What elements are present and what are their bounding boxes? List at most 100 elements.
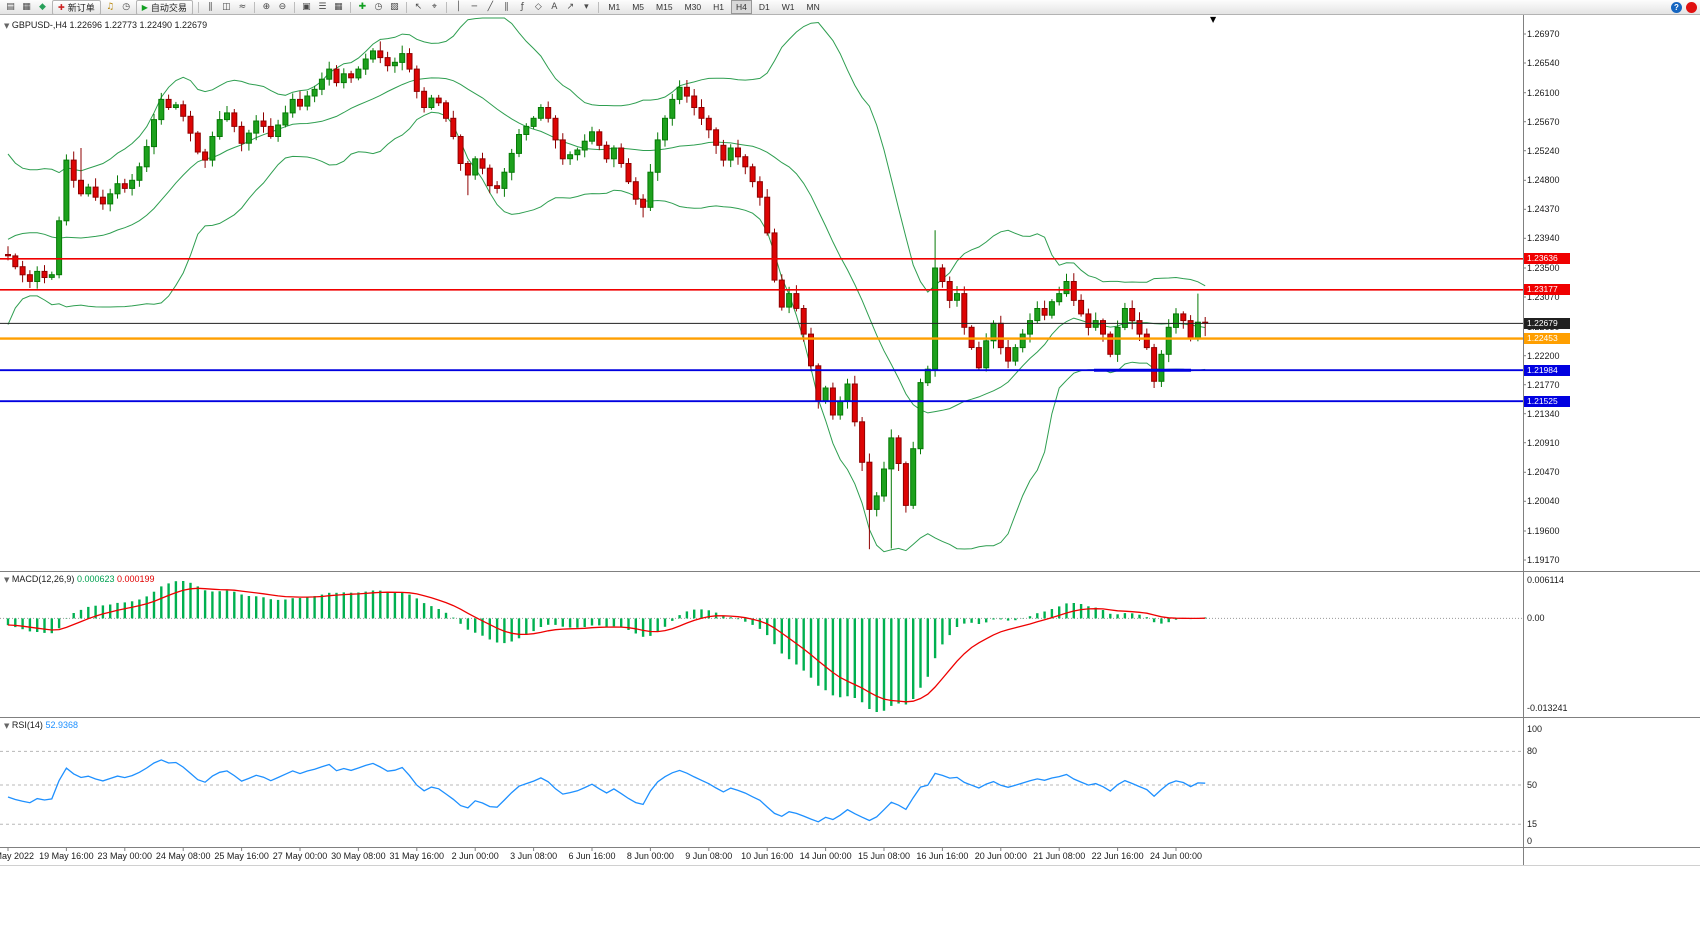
horizontal-lines — [0, 257, 1523, 403]
cursor-icon[interactable]: ↖ — [414, 1, 423, 12]
crosshair-icon[interactable]: ⌖ — [431, 1, 437, 12]
bar-chart-icon[interactable]: ∥ — [208, 1, 213, 12]
symbol-period-label: GBPUSD-,H4 — [11, 20, 67, 30]
window-bottom-border — [0, 865, 1700, 866]
templates-icon[interactable]: ▨ — [390, 1, 399, 12]
sound-icon[interactable]: ♫ — [106, 1, 115, 12]
collapse-icon[interactable]: ▼ — [4, 22, 10, 30]
candlestick-chart-icon[interactable]: ◫ — [222, 1, 231, 12]
horizontal-line-icon[interactable]: ─ — [471, 1, 478, 12]
macd-pane-splitter[interactable] — [0, 571, 1700, 572]
periods-icon[interactable]: ◷ — [374, 1, 383, 12]
time-axis-label: 3 Jun 08:00 — [510, 851, 558, 861]
macd-axis-zero: 0.00 — [1527, 613, 1545, 624]
new-chart-icon[interactable]: ▤ — [6, 1, 15, 12]
toolbar: ▤ ▦ ◆ ✚ 新订单 ♫ ◷ ▶ 自动交易 ∥ ◫ ≈ ⊕ ⊖ ▣ ☰ ▦ ✚ ◷ ▨ ↖ ⌖ │ ─ ╱ ∥ ƒ ◇ A ↗ ▾ M1 M5… — [0, 0, 1700, 15]
help-icon[interactable]: ? — [1671, 1, 1682, 13]
tile-windows-icon[interactable]: ▣ — [302, 1, 311, 12]
shapes-icon[interactable]: ◇ — [534, 1, 542, 12]
zoom-out-icon[interactable]: ⊖ — [278, 1, 287, 12]
arrow-tool-icon[interactable]: ↗ — [566, 1, 575, 12]
rsi-header: ▼ RSI(14) 52.9368 — [4, 720, 78, 730]
rsi-collapse-icon[interactable]: ▼ — [4, 722, 10, 730]
chart-profiles-icon[interactable]: ▦ — [22, 1, 31, 12]
price-axis-label: 1.20470 — [1527, 467, 1560, 478]
timeframe-h1[interactable]: H1 — [713, 2, 724, 12]
timeframe-h4[interactable]: H4 — [730, 0, 752, 14]
price-axis-label: 1.26540 — [1527, 57, 1560, 68]
price-axis-label: 1.25670 — [1527, 116, 1560, 127]
history-center-icon[interactable]: ◷ — [122, 1, 131, 12]
rsi-axis-label: 80 — [1527, 746, 1538, 757]
line-chart-icon[interactable]: ≈ — [238, 1, 247, 12]
price-axis-label: 1.21770 — [1527, 379, 1560, 390]
macd-histogram — [6, 581, 1207, 712]
rsi-axis-label: 15 — [1527, 819, 1538, 830]
time-axis-label: 24 Jun 00:00 — [1149, 851, 1203, 861]
rsi-label: RSI(14) — [11, 720, 43, 730]
record-icon[interactable] — [1686, 1, 1697, 13]
timeframe-m5[interactable]: M5 — [632, 2, 645, 12]
time-axis-label: 18 May 2022 — [0, 851, 35, 861]
price-axis-label: 1.20910 — [1527, 437, 1560, 448]
fibonacci-icon[interactable]: ƒ — [520, 1, 524, 12]
chart-shift-marker[interactable]: ▼ — [1210, 15, 1217, 24]
toolbar-separator — [293, 1, 295, 13]
price-axis-label: 1.24370 — [1527, 204, 1560, 215]
zoom-in-icon[interactable]: ⊕ — [262, 1, 271, 12]
toolbar-separator — [197, 1, 199, 13]
metaquotes-icon[interactable]: ◆ — [39, 1, 46, 12]
trendline-icon[interactable]: ╱ — [487, 1, 494, 12]
price-axis-label: 1.25240 — [1527, 145, 1560, 156]
price-axis-label: 1.21340 — [1527, 408, 1560, 419]
toolbar-separator — [253, 1, 255, 13]
time-axis-label: 14 Jun 00:00 — [799, 851, 852, 861]
bollinger-lower — [7, 111, 1206, 553]
objects-dropdown-icon[interactable]: ▾ — [584, 1, 589, 12]
time-axis-label: 23 May 00:00 — [97, 851, 153, 861]
new-order-button-icon: ✚ — [58, 2, 65, 12]
text-icon[interactable]: A — [551, 1, 558, 12]
auto-trading-button-icon: ▶ — [141, 2, 148, 12]
timeframe-m1[interactable]: M1 — [608, 2, 621, 12]
timeframe-m15[interactable]: M15 — [656, 2, 673, 12]
time-axis-label: 21 Jun 08:00 — [1033, 851, 1086, 861]
vertical-line-icon[interactable]: │ — [455, 1, 462, 12]
price-axis-label: 1.19170 — [1527, 555, 1560, 565]
rsi-value: 52.9368 — [45, 720, 78, 730]
candlestick-series — [5, 41, 1209, 550]
timeframe-m30[interactable]: M30 — [684, 2, 702, 12]
timeframe-w1[interactable]: W1 — [781, 2, 795, 12]
time-axis-label: 25 May 16:00 — [214, 851, 269, 861]
symbol-ohlc-header: ▼ GBPUSD-,H4 1.22696 1.22773 1.22490 1.2… — [4, 20, 207, 30]
time-axis-label: 27 May 00:00 — [272, 851, 328, 861]
rsi-line — [7, 759, 1206, 823]
channel-icon[interactable]: ∥ — [504, 1, 509, 12]
pivot-line-price-badge: 1.22453 — [1524, 333, 1570, 345]
bid-price-badge: 1.22679 — [1524, 317, 1570, 329]
new-order-button[interactable]: ✚ 新订单 — [52, 0, 101, 15]
grid-icon[interactable]: ▦ — [334, 1, 343, 12]
time-axis-label: 19 May 16:00 — [39, 851, 94, 861]
indicators-icon[interactable]: ✚ — [358, 1, 367, 12]
time-axis-label: 10 Jun 16:00 — [741, 851, 794, 861]
price-axis-label: 1.26970 — [1527, 29, 1560, 39]
time-axis-label: 15 Jun 08:00 — [857, 851, 911, 861]
time-axis-border — [0, 847, 1700, 848]
auto-arrange-icon[interactable]: ☰ — [318, 1, 327, 12]
timeframe-mn[interactable]: MN — [806, 2, 820, 12]
rsi-pane-splitter[interactable] — [0, 717, 1700, 718]
auto-trading-button[interactable]: ▶ 自动交易 — [135, 0, 193, 15]
price-axis-border — [1523, 15, 1524, 865]
time-axis-label: 24 May 08:00 — [155, 851, 211, 861]
macd-axis-min: -0.013241 — [1527, 703, 1568, 713]
time-axis-label: 22 Jun 16:00 — [1091, 851, 1144, 861]
macd-signal-value: 0.000199 — [117, 574, 155, 584]
toolbar-separator — [445, 1, 447, 13]
rsi-axis-label: 0 — [1527, 836, 1533, 846]
timeframe-d1[interactable]: D1 — [758, 2, 770, 12]
macd-signal-line — [7, 587, 1206, 703]
macd-collapse-icon[interactable]: ▼ — [4, 576, 10, 584]
auto-trading-button-label: 自动交易 — [150, 2, 187, 13]
